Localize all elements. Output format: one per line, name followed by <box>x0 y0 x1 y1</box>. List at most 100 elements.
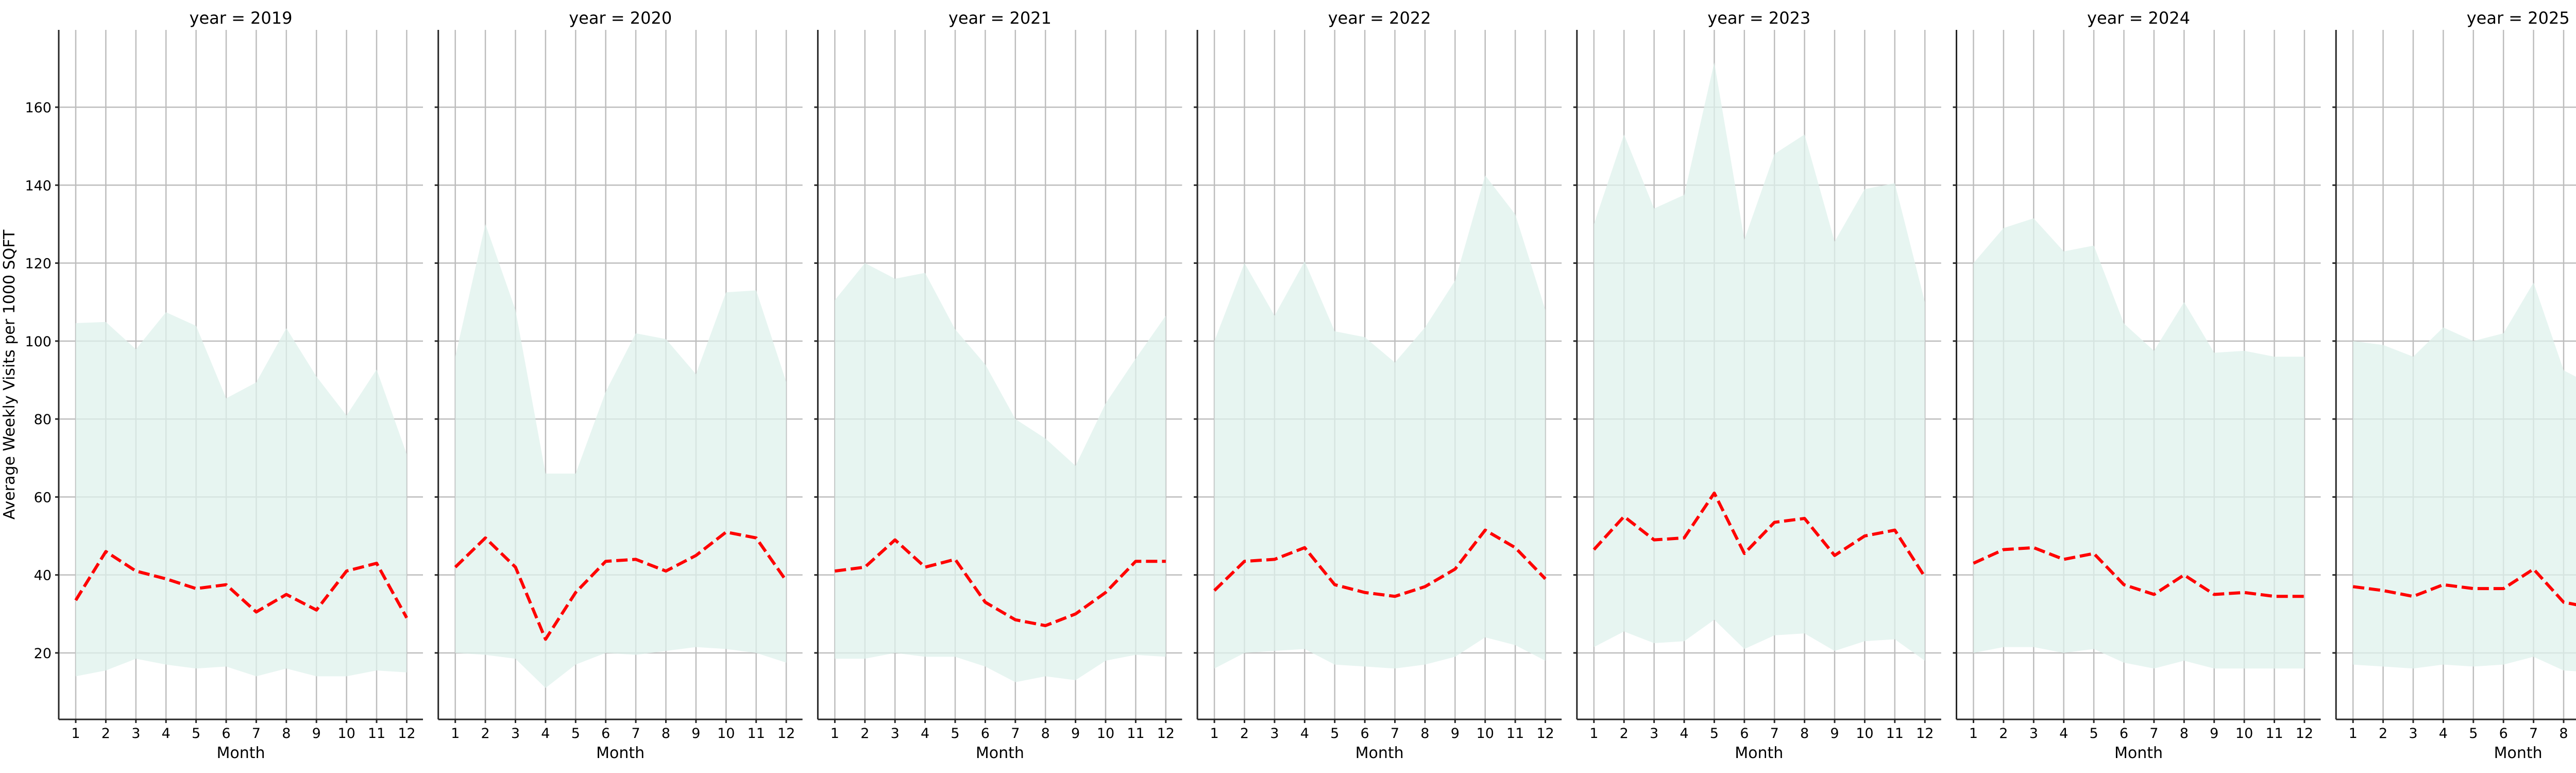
percentile-band-area <box>835 263 1166 682</box>
x-tick-label: 12 <box>777 726 795 742</box>
percentile-band-area <box>455 224 787 688</box>
x-tick-label: 11 <box>1506 726 1524 742</box>
x-axis-label: Month <box>216 744 265 762</box>
x-tick-label: 12 <box>1536 726 1554 742</box>
x-tick-label: 2 <box>481 726 490 742</box>
x-axis-label: Month <box>596 744 645 762</box>
x-tick-label: 5 <box>1330 726 1339 742</box>
x-tick-label: 8 <box>282 726 291 742</box>
x-tick-label: 10 <box>1097 726 1114 742</box>
x-tick-label: 10 <box>337 726 355 742</box>
panel-title: year = 2023 <box>1707 8 1810 28</box>
x-tick-label: 8 <box>1041 726 1050 742</box>
x-tick-label: 7 <box>2149 726 2158 742</box>
x-tick-label: 11 <box>368 726 385 742</box>
y-tick-label: 140 <box>25 178 52 194</box>
x-tick-label: 12 <box>1157 726 1175 742</box>
x-tick-label: 9 <box>1451 726 1460 742</box>
median-line <box>1213 528 1547 598</box>
x-tick-label: 6 <box>1361 726 1369 742</box>
y-tick-label: 80 <box>34 412 52 428</box>
y-tick-label: 160 <box>25 100 52 116</box>
x-axis-label: Month <box>976 744 1024 762</box>
x-tick-label: 3 <box>1270 726 1279 742</box>
x-axis-label: Month <box>2494 744 2543 762</box>
median-line <box>74 550 409 619</box>
y-tick-label: 20 <box>34 646 52 662</box>
y-tick-label: 60 <box>34 490 52 506</box>
x-tick-label: 7 <box>632 726 640 742</box>
x-tick-label: 9 <box>312 726 321 742</box>
x-tick-label: 9 <box>2210 726 2218 742</box>
panel-title: year = 2022 <box>1328 8 1431 28</box>
median-line <box>835 538 1166 628</box>
x-tick-label: 9 <box>1830 726 1839 742</box>
median-line <box>2352 567 2576 607</box>
x-tick-label: 6 <box>1740 726 1749 742</box>
x-tick-label: 7 <box>1391 726 1399 742</box>
x-tick-label: 4 <box>541 726 550 742</box>
median-line <box>454 530 788 641</box>
x-tick-label: 5 <box>951 726 959 742</box>
x-tick-label: 5 <box>1710 726 1719 742</box>
x-tick-label: 8 <box>662 726 670 742</box>
x-tick-label: 1 <box>831 726 839 742</box>
x-axis-label: Month <box>2114 744 2163 762</box>
x-tick-label: 8 <box>1800 726 1809 742</box>
x-tick-label: 8 <box>2559 726 2568 742</box>
x-tick-label: 2 <box>1240 726 1249 742</box>
x-tick-label: 3 <box>2029 726 2038 742</box>
y-axis-label: Average Weekly Visits per 1000 SQFT <box>1 229 19 519</box>
x-tick-label: 8 <box>1420 726 1429 742</box>
percentile-band-area <box>1594 62 1925 661</box>
x-tick-label: 6 <box>2499 726 2508 742</box>
x-tick-label: 9 <box>691 726 700 742</box>
panel-title: year = 2025 <box>2467 8 2570 28</box>
x-tick-label: 3 <box>891 726 900 742</box>
x-tick-label: 6 <box>2120 726 2128 742</box>
x-tick-label: 9 <box>1071 726 1080 742</box>
x-tick-label: 1 <box>2349 726 2358 742</box>
x-tick-label: 5 <box>571 726 580 742</box>
x-tick-label: 2 <box>860 726 869 742</box>
x-axis-label: Month <box>1355 744 1404 762</box>
y-tick-label: 100 <box>25 334 52 350</box>
x-tick-label: 1 <box>451 726 460 742</box>
median-line <box>1592 491 1926 578</box>
x-tick-label: 7 <box>1770 726 1779 742</box>
x-tick-label: 12 <box>1916 726 1934 742</box>
x-tick-label: 12 <box>2296 726 2313 742</box>
x-tick-label: 2 <box>2379 726 2387 742</box>
x-tick-label: 1 <box>1969 726 1978 742</box>
x-tick-label: 2 <box>1999 726 2008 742</box>
x-tick-label: 4 <box>2059 726 2068 742</box>
x-axis-label: Month <box>1735 744 1783 762</box>
x-tick-label: 11 <box>1886 726 1904 742</box>
x-tick-label: 12 <box>398 726 415 742</box>
x-tick-label: 2 <box>1620 726 1629 742</box>
y-tick-label: 40 <box>34 568 52 584</box>
x-tick-label: 1 <box>71 726 80 742</box>
x-tick-label: 10 <box>1477 726 1494 742</box>
percentile-band-area <box>2353 282 2576 671</box>
x-tick-label: 7 <box>2529 726 2538 742</box>
x-tick-label: 6 <box>601 726 610 742</box>
x-tick-label: 11 <box>2265 726 2283 742</box>
x-tick-label: 4 <box>921 726 929 742</box>
x-tick-label: 2 <box>101 726 110 742</box>
x-tick-label: 1 <box>1210 726 1219 742</box>
panel-title: year = 2019 <box>190 8 293 28</box>
x-tick-label: 5 <box>2090 726 2098 742</box>
panel-title: year = 2024 <box>2087 8 2190 28</box>
panel-title: year = 2020 <box>569 8 672 28</box>
x-tick-label: 8 <box>2180 726 2189 742</box>
